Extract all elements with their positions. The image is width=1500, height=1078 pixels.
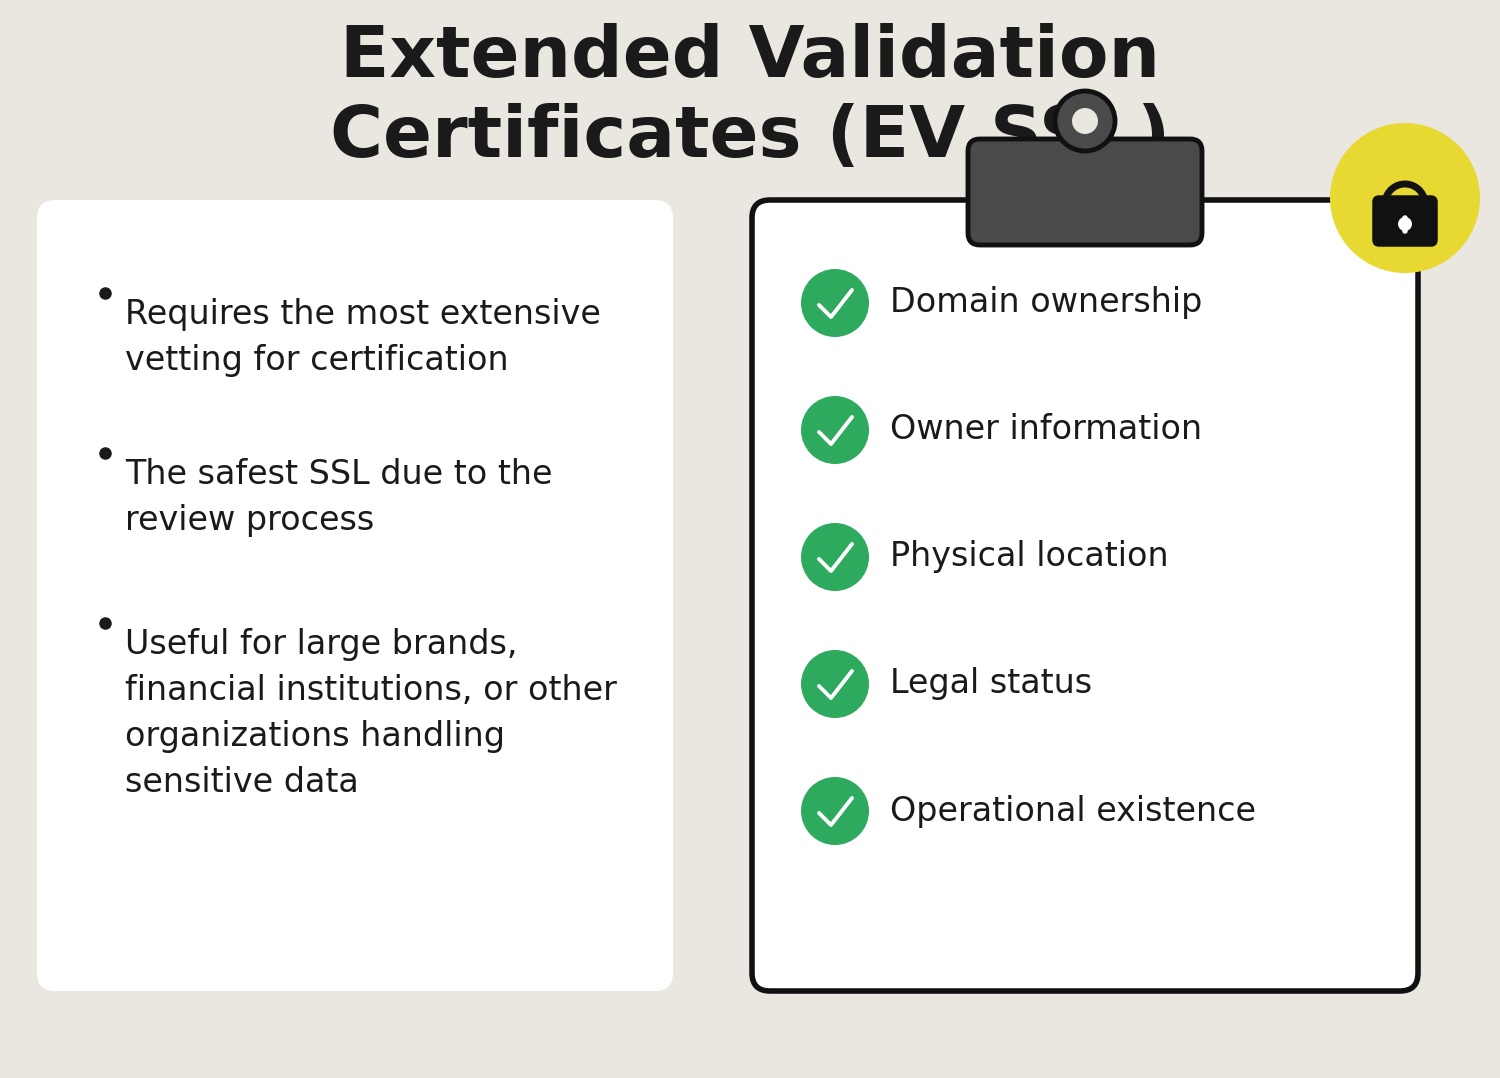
Circle shape [801,777,868,845]
FancyBboxPatch shape [38,201,674,991]
Circle shape [1330,123,1480,273]
Text: Owner information: Owner information [890,414,1202,446]
FancyBboxPatch shape [752,201,1418,991]
Text: Extended Validation: Extended Validation [340,23,1160,92]
Circle shape [801,650,868,718]
Text: Domain ownership: Domain ownership [890,287,1203,319]
FancyBboxPatch shape [1374,197,1436,245]
Circle shape [1398,217,1411,231]
Text: Physical location: Physical location [890,540,1168,573]
Circle shape [1054,91,1114,151]
Circle shape [801,396,868,464]
Text: Useful for large brands,
financial institutions, or other
organizations handling: Useful for large brands, financial insti… [124,628,616,799]
FancyBboxPatch shape [968,139,1202,245]
Text: Operational existence: Operational existence [890,794,1256,828]
Circle shape [801,270,868,337]
Text: Requires the most extensive
vetting for certification: Requires the most extensive vetting for … [124,298,602,377]
Circle shape [1072,108,1098,134]
Text: Legal status: Legal status [890,667,1092,701]
Text: The safest SSL due to the
review process: The safest SSL due to the review process [124,458,552,537]
Circle shape [801,523,868,591]
Text: Certificates (EV SSL): Certificates (EV SSL) [330,103,1170,172]
